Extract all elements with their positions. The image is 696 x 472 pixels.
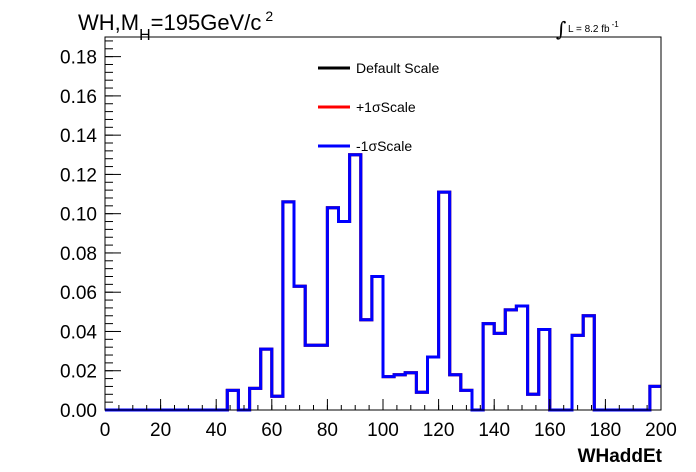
y-tick-label: 0.14 [60, 126, 97, 147]
legend-label-3: -1σScale [356, 138, 412, 154]
chart-title-main: WH,M [78, 10, 139, 35]
x-tick-label: 180 [590, 420, 622, 441]
y-tick-label: 0.08 [60, 244, 97, 265]
chart-title-superscript: 2 [265, 8, 273, 24]
luminosity-label: L = 8.2 fb -1 [568, 20, 619, 35]
x-tick-label: 120 [423, 420, 455, 441]
legend: Default Scale +1σScale -1σScale [318, 60, 439, 154]
x-axis-label: WHaddEt [578, 446, 663, 467]
legend-label-2: +1σScale [356, 99, 416, 115]
y-tick-label: 0.00 [60, 401, 97, 422]
x-tick-label: 60 [261, 420, 282, 441]
y-tick-label: 0.04 [60, 322, 97, 343]
x-tick-label: 200 [645, 420, 677, 441]
y-tick-label: 0.12 [60, 165, 97, 186]
y-tick-label: 0.02 [60, 362, 97, 383]
x-tick-label: 140 [478, 420, 510, 441]
y-tick-label: 0.06 [60, 283, 97, 304]
axes-layer: 0 20 40 60 80 100 120 140 160 180 200 0.00 0.02 0.04 0… [60, 36, 677, 441]
y-tick-label: 0.10 [60, 205, 97, 226]
x-tick-label: 100 [367, 420, 399, 441]
chart-title: WH,MH=195GeV/c 2 [78, 8, 273, 44]
luminosity-text: L = 8.2 fb [568, 24, 610, 35]
integral-sign: ∫ [556, 17, 566, 41]
luminosity-superscript: -1 [612, 20, 620, 29]
y-tick-label: 0.18 [60, 48, 97, 69]
x-tick-label: 40 [206, 420, 227, 441]
x-tick-label: 0 [100, 420, 111, 441]
x-tick-label: 20 [150, 420, 171, 441]
x-tick-label: 160 [534, 420, 566, 441]
x-tick-label: 80 [317, 420, 338, 441]
legend-label-1: Default Scale [356, 60, 439, 76]
chart-title-subscript: H [139, 27, 151, 44]
y-tick-label: 0.16 [60, 87, 97, 108]
chart-title-rest: =195GeV/c [151, 10, 262, 35]
